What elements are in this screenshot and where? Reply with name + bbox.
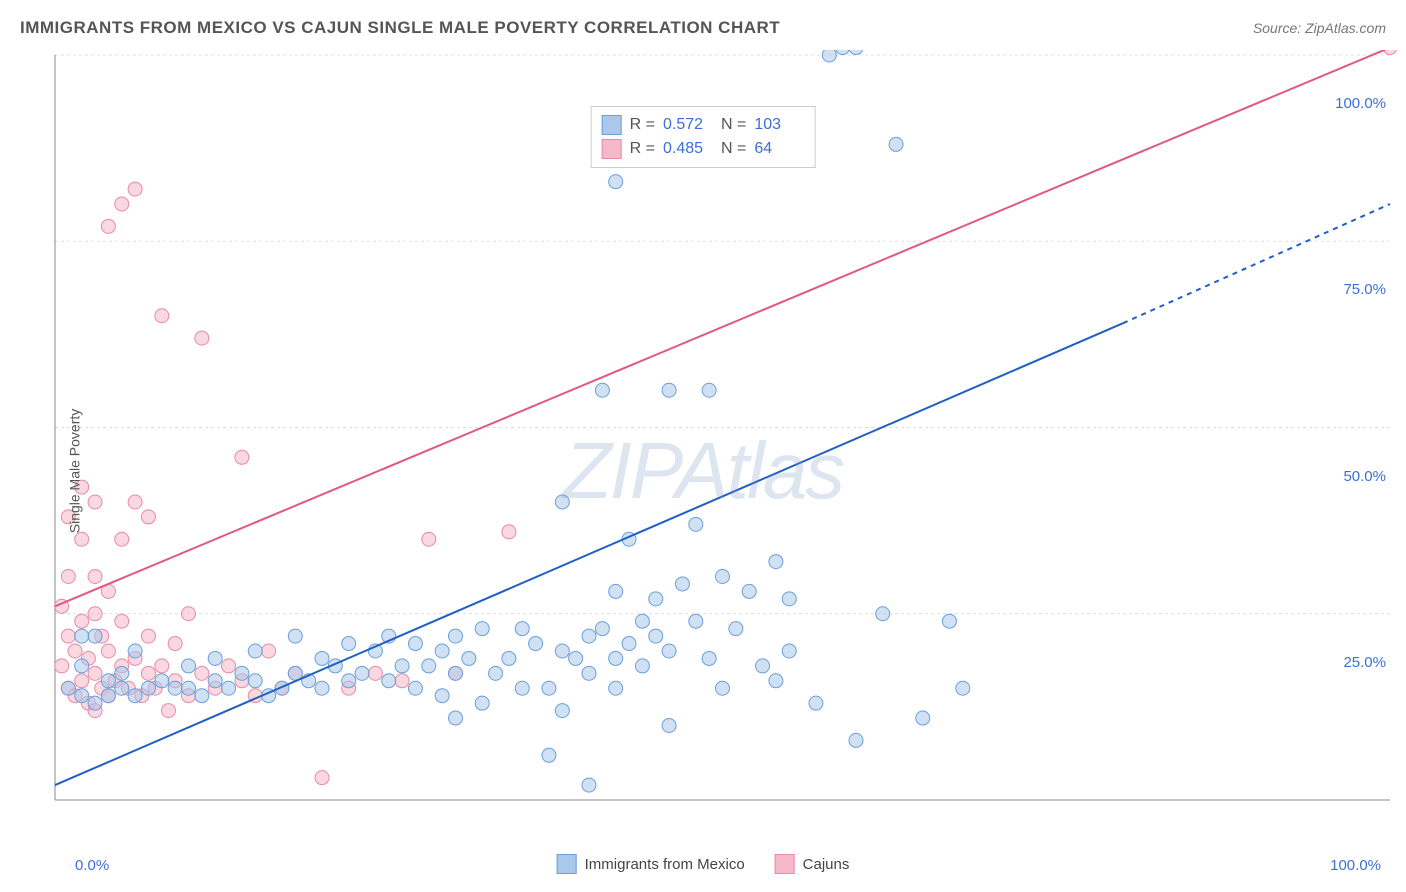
legend-label-2: Cajuns xyxy=(803,856,850,873)
r-value-1: 0.572 xyxy=(663,116,713,134)
n-label: N = xyxy=(721,140,746,158)
x-tick-max: 100.0% xyxy=(1330,857,1381,874)
stats-row-series-1: R = 0.572 N = 103 xyxy=(602,113,805,137)
y-tick-label: 75.0% xyxy=(1343,281,1386,298)
legend-item-2: Cajuns xyxy=(775,854,850,874)
r-value-2: 0.485 xyxy=(663,140,713,158)
source-attribution: Source: ZipAtlas.com xyxy=(1253,20,1386,36)
y-tick-label: 25.0% xyxy=(1343,654,1386,671)
stats-row-series-2: R = 0.485 N = 64 xyxy=(602,137,805,161)
y-axis-label: Single Male Poverty xyxy=(66,409,82,534)
legend-swatch-2 xyxy=(775,854,795,874)
y-tick-label: 50.0% xyxy=(1343,468,1386,485)
scatter-plot-svg xyxy=(0,50,1406,892)
n-value-2: 64 xyxy=(754,140,804,158)
legend-label-1: Immigrants from Mexico xyxy=(585,856,745,873)
y-tick-label: 100.0% xyxy=(1335,95,1386,112)
n-label: N = xyxy=(721,116,746,134)
legend-item-1: Immigrants from Mexico xyxy=(557,854,745,874)
x-tick-min: 0.0% xyxy=(75,857,109,874)
chart-title: IMMIGRANTS FROM MEXICO VS CAJUN SINGLE M… xyxy=(20,18,780,38)
r-label: R = xyxy=(630,140,655,158)
chart-header: IMMIGRANTS FROM MEXICO VS CAJUN SINGLE M… xyxy=(20,18,1386,38)
swatch-series-2 xyxy=(602,139,622,159)
legend-swatch-1 xyxy=(557,854,577,874)
n-value-1: 103 xyxy=(754,116,804,134)
stats-legend: R = 0.572 N = 103 R = 0.485 N = 64 xyxy=(591,106,816,168)
swatch-series-1 xyxy=(602,115,622,135)
chart-area: Single Male Poverty ZIPAtlas R = 0.572 N… xyxy=(0,50,1406,892)
r-label: R = xyxy=(630,116,655,134)
series-legend: Immigrants from Mexico Cajuns xyxy=(557,854,850,874)
